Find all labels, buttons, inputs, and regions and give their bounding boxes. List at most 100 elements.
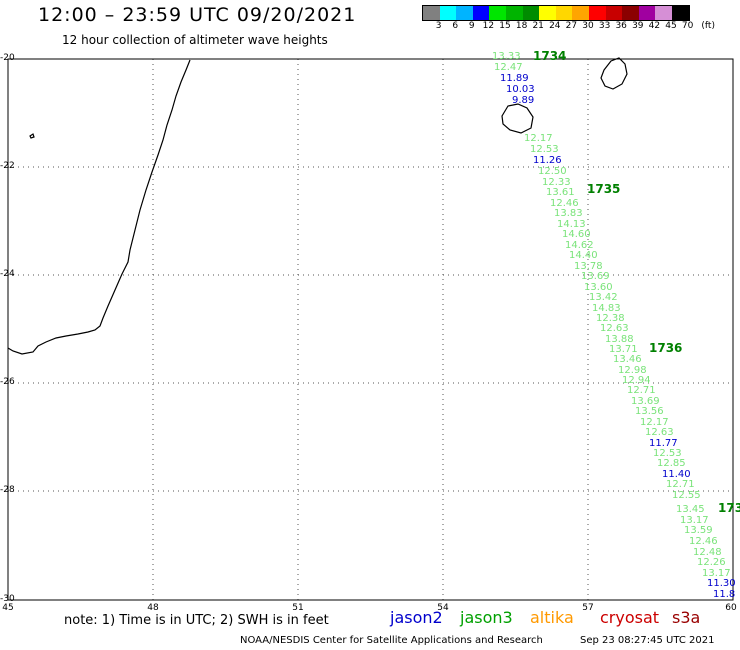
latitude-label: -28 [0,485,15,495]
wave-height-value: 10.03 [506,84,535,95]
latitude-label: -30 [0,594,15,604]
legend-jason2: jason2 [390,608,443,627]
scale-swatch-9 [572,6,589,20]
scale-swatch-0 [423,6,440,20]
longitude-label: 48 [147,603,159,613]
pass-time-label: 1737 [718,501,740,515]
wave-height-value: 12.94 [622,375,651,386]
wave-height-value: 13.45 [676,504,705,515]
scale-label: 27 [565,21,578,31]
wave-height-value: 13.88 [605,334,634,345]
wave-height-value: 12.55 [672,490,701,501]
scale-swatch-1 [439,6,457,20]
wave-height-value: 13.56 [635,406,664,417]
pass-time-label: 1734 [533,49,566,63]
scale-label: 18 [515,21,528,31]
scale-label: 36 [615,21,627,31]
color-scale [422,5,690,21]
wave-height-value: 13.69 [631,396,660,407]
scale-swatch-6 [522,6,540,20]
wave-height-value: 12.38 [596,313,625,324]
wave-height-value: 11.89 [500,73,529,84]
pass-time-label: 1736 [649,341,682,355]
wave-height-value: 11.30 [707,578,736,589]
latitude-label: -20 [0,53,15,63]
pass-time-label: 1735 [587,182,620,196]
wave-height-value: 13.60 [584,282,613,293]
map-title: 12:00 – 23:59 UTC 09/20/2021 [38,4,357,26]
legend-jason3: jason3 [460,608,513,627]
wave-height-value: 12.53 [530,144,559,155]
wave-height-value: 12.47 [494,62,523,73]
longitude-label: 57 [582,603,594,613]
wave-height-value: 13.61 [546,187,575,198]
wave-height-value: 12.33 [542,177,571,188]
scale-label: 70 [681,21,694,31]
scale-swatch-3 [472,6,490,20]
wave-height-value: 12.46 [689,536,718,547]
color-scale-labels: 3 6 9 12 15 18 21 24 27 30 33 36 39 42 45 70 (ft) [422,21,740,33]
wave-height-value: 13.42 [589,292,618,303]
wave-height-value: 12.17 [640,417,669,428]
scale-label: 33 [598,21,611,31]
scale-label: 3 [435,21,442,31]
wave-height-value: 12.46 [550,198,579,209]
scale-label: 21 [532,21,544,31]
latitude-label: -24 [0,269,15,279]
reunion-island-coastline [501,103,534,134]
longitude-label: 60 [725,603,737,613]
scale-swatch-10 [588,6,606,20]
credit-text: NOAA/NESDIS Center for Satellite Applica… [240,635,543,646]
scale-swatch-8 [555,6,573,20]
wave-height-value: 12.26 [697,557,726,568]
scale-label: 45 [665,21,677,31]
wave-height-value: 12.98 [618,365,647,376]
scale-swatch-4 [489,6,506,20]
legend-altika: altika [530,608,574,627]
scale-label: 12 [482,21,495,31]
wave-height-value: 12.50 [538,166,567,177]
scale-label: 15 [499,21,511,31]
scale-label: 30 [582,21,594,31]
wave-height-value: 13.78 [574,261,603,272]
wave-height-value: 11.26 [533,155,562,166]
pass-time-labels: 1734 1735 1736 1737 [533,49,740,515]
latitude-label: -26 [0,377,15,387]
wave-height-value: 9.89 [512,95,534,106]
wave-height-value: 12.53 [653,448,682,459]
longitude-label: 51 [292,603,304,613]
wave-height-value: 14.83 [592,303,621,314]
wave-height-value: 12.63 [600,323,629,334]
legend-cryosat: cryosat [600,608,660,627]
scale-swatch-7 [539,6,556,20]
wave-height-value: 12.48 [693,547,722,558]
lat-lon-grid [8,59,733,600]
wave-height-value: 13.83 [554,208,583,219]
generated-timestamp: Sep 23 08:27:45 UTC 2021 [580,635,715,646]
scale-label: (ft) [701,21,715,31]
footer-note: note: 1) Time is in UTC; 2) SWH is in fe… [64,613,329,628]
map-frame [7,58,734,601]
wave-height-value: 12.63 [645,427,674,438]
wave-height-value: 12.71 [666,479,695,490]
wave-height-observations: 13.3312.4711.8910.039.8912.1712.5311.261… [492,51,736,600]
scale-swatch-15 [671,6,689,20]
wave-height-value: 11.8 [713,589,735,600]
wave-height-value: 13.33 [492,51,521,62]
wave-height-value: 12.17 [524,133,553,144]
wave-height-value: 12.85 [657,458,686,469]
wave-height-value: 14.62 [565,240,594,251]
wave-height-value: 13.17 [702,568,731,579]
islet-coastline [29,133,35,139]
wave-height-value: 14.13 [557,219,586,230]
longitude-label: 54 [437,603,449,613]
scale-swatch-13 [638,6,656,20]
scale-swatch-11 [605,6,623,20]
wave-height-value: 14.40 [569,250,598,261]
wave-height-value: 13.17 [680,515,709,526]
scale-swatch-2 [456,6,473,20]
legend-s3a: s3a [672,608,701,627]
wave-height-value: 13.69 [581,271,610,282]
latitude-label: -22 [0,161,15,171]
